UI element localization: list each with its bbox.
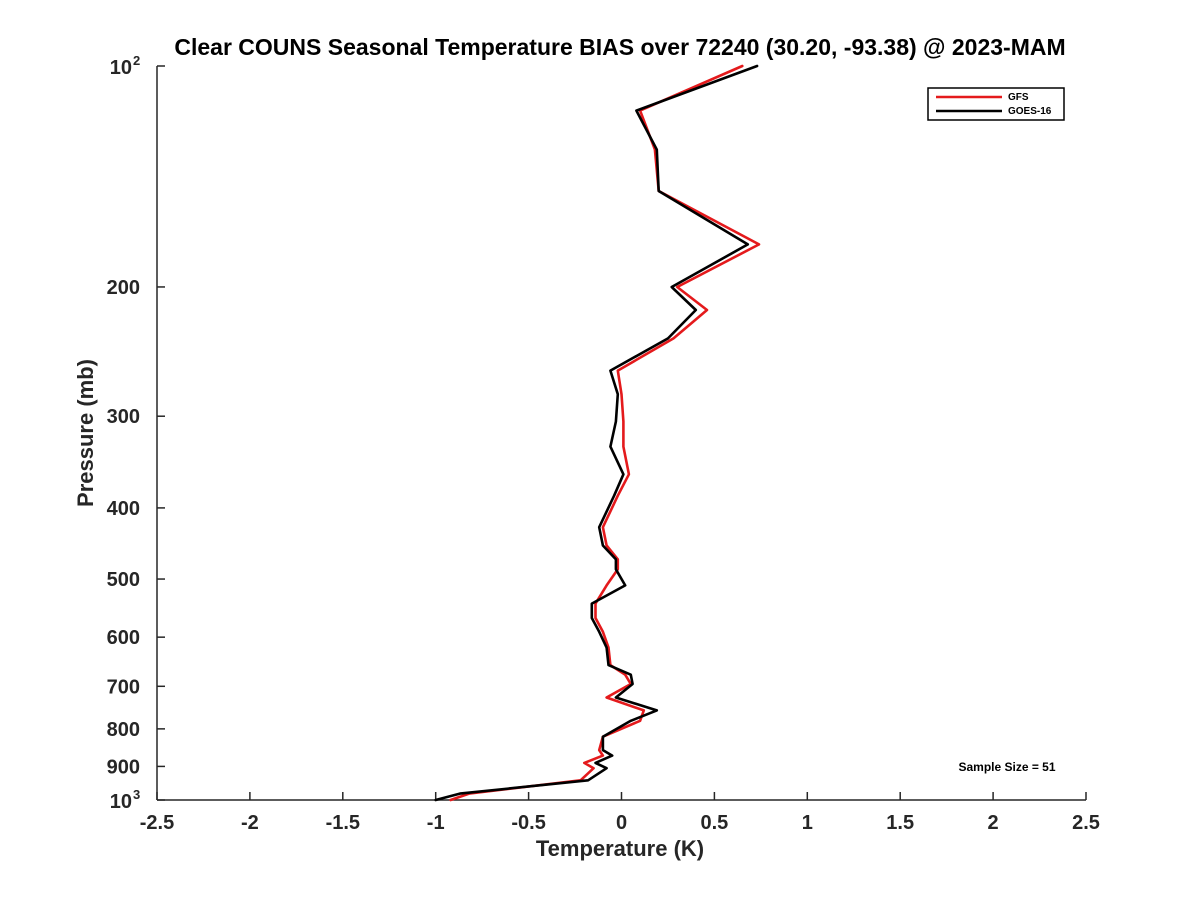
legend-label-gfs: GFS — [1008, 92, 1029, 103]
y-tick-label: 600 — [107, 627, 140, 649]
y-tick-label: 400 — [107, 498, 140, 520]
legend-label-goes16: GOES-16 — [1008, 106, 1052, 117]
y-tick-label: 200 — [107, 277, 140, 299]
y-tick-label: 900 — [107, 756, 140, 778]
y-tick-label: 700 — [107, 676, 140, 698]
plot-area: -2.5 -2 -1.5 -1 -0.5 0 0.5 1 1.5 2 2.5 10 220030040… — [107, 53, 1100, 834]
sample-size-annotation: Sample Size = 51 — [958, 760, 1055, 774]
x-tick-label: -0.5 — [511, 812, 545, 834]
x-ticks: -2.5 -2 -1.5 -1 -0.5 0 0.5 1 1.5 2 2.5 — [140, 792, 1100, 834]
x-tick-label: 1.5 — [886, 812, 914, 834]
y-tick-label: 800 — [107, 719, 140, 741]
legend: GFS GOES-16 — [927, 87, 1065, 121]
x-tick-label: 2 — [988, 812, 999, 834]
x-tick-label: -1 — [427, 812, 445, 834]
x-tick-label: 1 — [802, 812, 813, 834]
y-tick-label: 10 — [110, 57, 132, 79]
x-tick-label: 0.5 — [700, 812, 728, 834]
x-tick-label: 2.5 — [1072, 812, 1100, 834]
y-tick-label-exponent: 3 — [133, 787, 140, 802]
series-line-goes16 — [434, 64, 759, 802]
y-axis-label: Pressure (mb) — [73, 359, 98, 507]
y-tick-label-exponent: 2 — [133, 53, 140, 68]
x-tick-label: -2.5 — [140, 812, 174, 834]
x-tick-label: -2 — [241, 812, 259, 834]
chart-title: Clear COUNS Seasonal Temperature BIAS ov… — [174, 34, 1065, 60]
y-tick-label: 500 — [107, 569, 140, 591]
series-group — [434, 64, 761, 802]
x-axis-label: Temperature (K) — [536, 836, 704, 861]
x-tick-label: 0 — [616, 812, 627, 834]
x-tick-label: -1.5 — [326, 812, 360, 834]
y-tick-label: 300 — [107, 406, 140, 428]
y-tick-label: 10 — [110, 791, 132, 813]
legend-box — [927, 87, 1065, 121]
series-line-gfs — [449, 64, 761, 802]
